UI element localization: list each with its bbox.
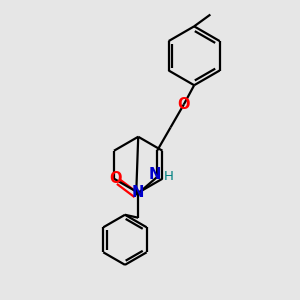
Text: H: H <box>164 170 173 183</box>
Text: N: N <box>149 167 161 182</box>
Text: O: O <box>109 171 122 186</box>
Text: N: N <box>132 185 144 200</box>
Text: O: O <box>178 97 190 112</box>
